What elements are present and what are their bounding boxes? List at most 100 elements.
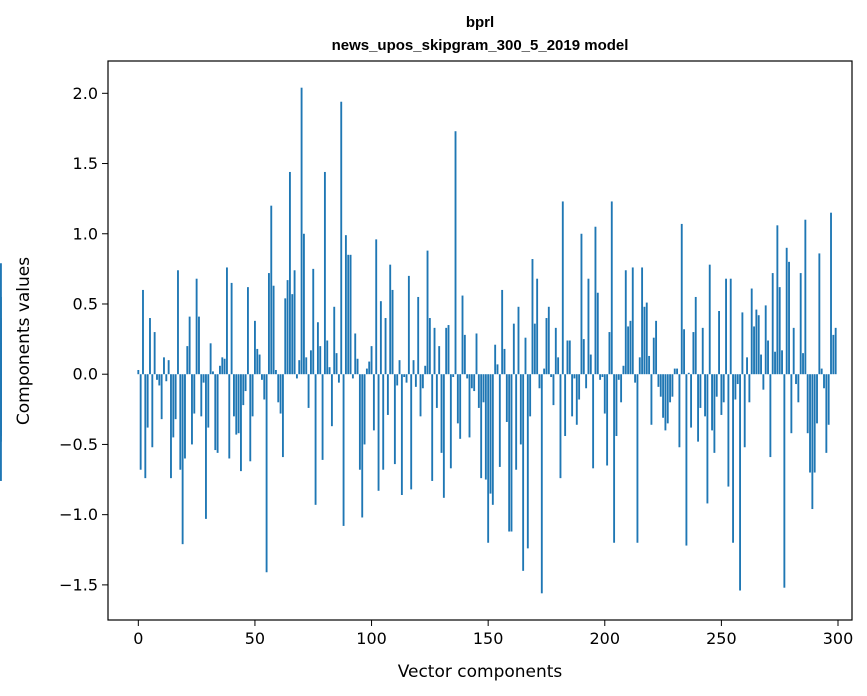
- bar: [655, 320, 658, 375]
- bar: [177, 270, 179, 375]
- bar: [566, 340, 569, 375]
- bar: [473, 374, 476, 392]
- bar: [195, 278, 198, 375]
- bar: [270, 205, 273, 375]
- bar: [0, 374, 2, 432]
- bar: [421, 374, 424, 389]
- bar: [160, 374, 163, 420]
- bar: [435, 374, 438, 408]
- bar: [760, 354, 762, 375]
- bar: [741, 312, 744, 375]
- y-tick-label: −0.5: [59, 435, 98, 454]
- bar: [407, 275, 410, 375]
- bar: [333, 306, 336, 375]
- bar: [624, 270, 627, 375]
- bar: [414, 374, 417, 387]
- bar: [249, 374, 252, 462]
- bar: [519, 374, 522, 445]
- bar: [722, 374, 725, 403]
- bar: [776, 225, 779, 375]
- bar: [790, 374, 793, 434]
- bar: [244, 374, 247, 392]
- bar: [463, 334, 466, 375]
- bar: [389, 264, 392, 375]
- bar: [375, 239, 378, 375]
- bar: [804, 219, 807, 375]
- bar: [692, 332, 695, 375]
- bar: [428, 318, 431, 375]
- bar: [379, 301, 382, 375]
- bar: [757, 315, 760, 375]
- bar: [568, 340, 571, 375]
- y-tick-label: 1.5: [73, 154, 98, 173]
- bar: [386, 374, 389, 415]
- bar: [505, 374, 508, 422]
- bar: [261, 374, 263, 380]
- bar: [664, 374, 667, 431]
- bar: [358, 374, 361, 470]
- bar: [235, 374, 238, 435]
- bar: [326, 340, 329, 375]
- bar: [167, 360, 170, 375]
- bar: [242, 374, 245, 406]
- bar: [417, 296, 420, 375]
- bar: [480, 374, 483, 479]
- bar: [405, 374, 408, 383]
- bar: [137, 369, 140, 375]
- bar: [267, 273, 270, 375]
- bar: [631, 267, 634, 375]
- bar: [673, 368, 676, 375]
- bar: [645, 302, 648, 375]
- bar: [690, 374, 693, 428]
- bar: [564, 374, 567, 437]
- bar: [669, 374, 672, 403]
- bar: [529, 374, 532, 417]
- bar: [764, 305, 767, 375]
- bar: [552, 374, 555, 406]
- bar: [186, 346, 189, 375]
- bar: [746, 357, 748, 375]
- bar: [214, 374, 217, 451]
- bar: [158, 374, 161, 386]
- bar: [410, 374, 413, 490]
- bar: [342, 374, 345, 526]
- bar: [685, 374, 688, 546]
- bar: [309, 350, 312, 375]
- bar: [165, 374, 168, 382]
- bar: [247, 287, 249, 375]
- bar: [797, 374, 800, 403]
- bar: [337, 374, 340, 383]
- bar: [412, 360, 415, 375]
- bar: [344, 235, 347, 375]
- bar: [720, 374, 723, 415]
- bar: [594, 226, 597, 375]
- bar: [295, 374, 298, 379]
- bar: [512, 323, 515, 375]
- bar: [498, 374, 501, 467]
- bar: [445, 327, 448, 375]
- bar: [209, 343, 212, 375]
- bar: [363, 374, 366, 445]
- bar: [662, 374, 665, 418]
- bar: [617, 374, 620, 380]
- bar: [0, 374, 2, 403]
- bar: [536, 278, 539, 375]
- bar: [571, 374, 574, 417]
- bar: [750, 288, 753, 375]
- bar: [221, 357, 224, 375]
- bar: [596, 292, 599, 375]
- bar: [179, 374, 182, 470]
- bar: [524, 337, 527, 375]
- bar: [426, 250, 429, 375]
- bar: [316, 322, 319, 375]
- bar: [573, 374, 576, 379]
- bar: [526, 374, 529, 549]
- bar: [398, 360, 401, 375]
- bar: [697, 374, 700, 442]
- bar: [592, 374, 595, 469]
- x-tick-label: 300: [823, 629, 854, 648]
- bar: [286, 280, 289, 375]
- bar: [382, 374, 385, 470]
- bar: [739, 374, 741, 591]
